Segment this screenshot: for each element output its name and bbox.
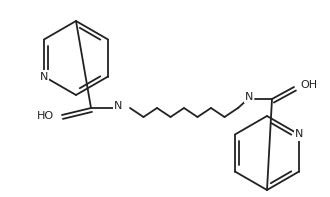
Text: N: N: [40, 72, 48, 82]
Text: N: N: [114, 101, 122, 111]
Text: OH: OH: [300, 80, 317, 90]
Text: HO: HO: [36, 111, 53, 121]
Text: N: N: [295, 129, 303, 139]
Text: N: N: [245, 92, 253, 102]
